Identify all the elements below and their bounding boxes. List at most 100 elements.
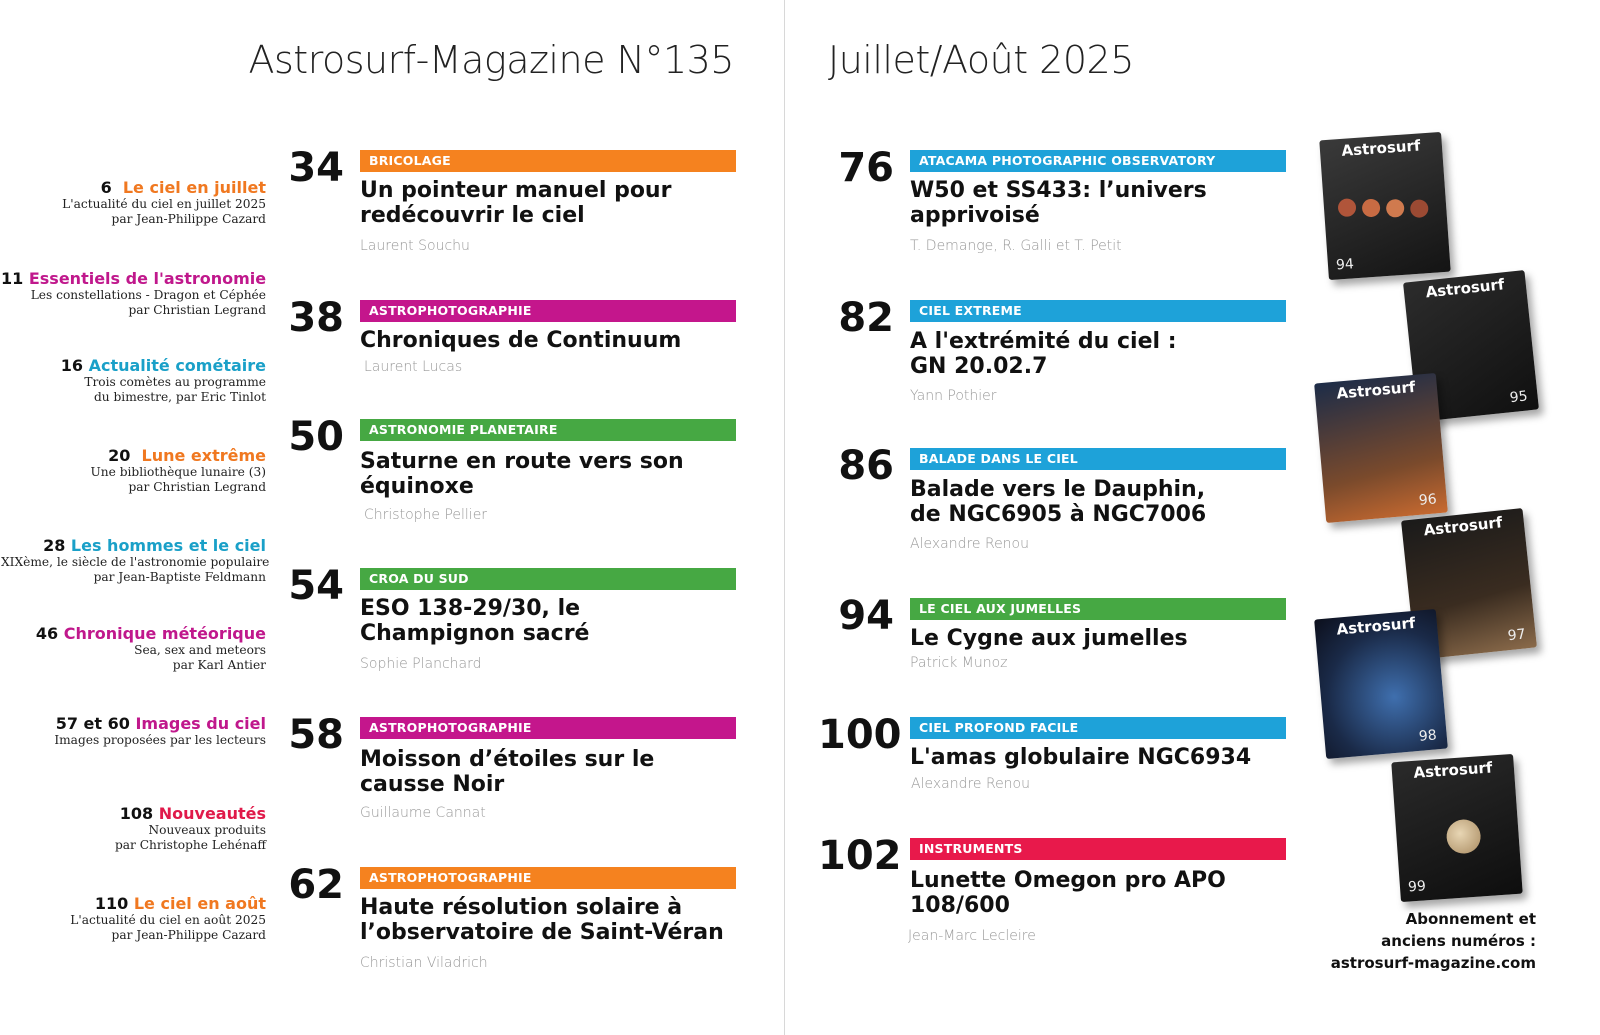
sidebar-title: Images du ciel (135, 714, 266, 733)
sidebar-byline: par Christian Legrand (128, 480, 266, 494)
article-title: W50 et SS433: l’univers apprivoisé (910, 178, 1207, 228)
article-category: ASTRONOMIE PLANETAIRE (360, 419, 736, 441)
article-author: Christian Viladrich (360, 955, 488, 971)
article-category: CIEL EXTREME (910, 300, 1286, 322)
cover-thumbnail[interactable]: Astrosurf 94 (1319, 131, 1451, 281)
article-title: Balade vers le Dauphin, de NGC6905 à NGC7… (910, 477, 1207, 527)
sidebar-description: Trois comètes au programme (84, 375, 266, 389)
sidebar-page-number: 46 (35, 624, 59, 643)
sidebar-item[interactable]: 57 et 60 Images du ciel Images proposées… (1, 714, 266, 748)
article-title: Un pointeur manuel pour redécouvrir le ci… (360, 178, 672, 228)
article-title: Haute résolution solaire à l’observatoire… (360, 895, 724, 945)
cover-thumbnail[interactable]: Astrosurf 99 (1391, 753, 1523, 903)
article-page-number: 34 (288, 145, 344, 191)
article-author: Sophie Planchard (360, 656, 482, 672)
cover-issue-number: 97 (1507, 626, 1527, 645)
article-author: Patrick Munoz (910, 655, 1008, 671)
article-page-number: 62 (288, 862, 344, 908)
article-author: T. Demange, R. Galli et T. Petit (910, 238, 1122, 254)
sidebar-description: XIXème, le siècle de l'astronomie popula… (1, 555, 270, 569)
sidebar-title: Le ciel en août (133, 894, 266, 913)
sidebar-byline: par Jean-Philippe Cazard (111, 928, 266, 942)
sidebar-byline: du bimestre, par Eric Tinlot (93, 390, 266, 404)
cover-issue-number: 98 (1418, 727, 1438, 745)
cover-thumbnail[interactable]: Astrosurf 96 (1314, 372, 1448, 524)
sidebar-description: Les constellations - Dragon et Céphée (30, 288, 266, 302)
sidebar-byline: par Jean-Philippe Cazard (111, 212, 266, 226)
article-page-number: 76 (838, 145, 894, 191)
sidebar-byline: par Christian Legrand (128, 303, 266, 317)
article-title: ESO 138-29/30, le Champignon sacré (360, 596, 590, 646)
article-title: L'amas globulaire NGC6934 (910, 745, 1252, 770)
cover-issue-number: 94 (1335, 256, 1355, 274)
magazine-title: Astrosurf-Magazine N°135 (248, 38, 735, 82)
article-category: LE CIEL AUX JUMELLES (910, 598, 1286, 620)
sidebar-page-number: 57 et 60 (55, 714, 130, 733)
article-category: ATACAMA PHOTOGRAPHIC OBSERVATORY (910, 150, 1286, 172)
subscription-note[interactable]: Abonnement et anciens numéros : astrosur… (1330, 910, 1536, 972)
sidebar-page-number: 6 (100, 178, 112, 197)
article-page-number: 38 (288, 295, 344, 341)
sidebar-title: Lune extrême (141, 446, 266, 465)
article-page-number: 50 (288, 414, 344, 460)
sidebar-page-number: 108 (119, 804, 154, 823)
cover-logo: Astrosurf (1424, 275, 1506, 302)
article-category: CIEL PROFOND FACILE (910, 717, 1286, 739)
sidebar-item[interactable]: 108 Nouveautés Nouveaux produits par Chr… (1, 804, 266, 853)
sidebar-title: Chronique météorique (63, 624, 266, 643)
sidebar-description: L'actualité du ciel en juillet 2025 (62, 197, 266, 211)
sidebar-item[interactable]: 28 Les hommes et le ciel XIXème, le sièc… (1, 536, 270, 585)
sidebar-item[interactable]: 46 Chronique météorique Sea, sex and met… (1, 624, 266, 673)
sidebar-description: Sea, sex and meteors (134, 643, 266, 657)
article-title: Moisson d’étoiles sur le causse Noir (360, 747, 655, 797)
article-author: Yann Pothier (910, 388, 997, 404)
article-author: Laurent Souchu (360, 238, 470, 254)
sidebar-title: Essentiels de l'astronomie (28, 269, 267, 288)
sidebar-page-number: 110 (94, 894, 129, 913)
page-divider (784, 0, 785, 1035)
article-page-number: 86 (838, 443, 894, 489)
sidebar-item[interactable]: 110 Le ciel en août L'actualité du ciel … (1, 894, 266, 943)
article-title: Saturne en route vers son équinoxe (360, 449, 684, 499)
sidebar-page-number: 11 (1, 269, 24, 288)
article-page-number: 54 (288, 563, 344, 609)
article-author: Guillaume Cannat (360, 805, 486, 821)
sidebar-item[interactable]: 16 Actualité cométaire Trois comètes au … (1, 356, 266, 405)
article-page-number: 100 (818, 712, 902, 758)
sidebar-byline: par Karl Antier (172, 658, 266, 672)
sidebar-page-number: 16 (60, 356, 83, 375)
article-category: CROA DU SUD (360, 568, 736, 590)
article-title: Chroniques de Continuum (360, 328, 682, 353)
sidebar-page-number: 20 (108, 446, 131, 465)
article-title: Lunette Omegon pro APO 108/600 (910, 868, 1226, 918)
article-title: A l'extrémité du ciel : GN 20.02.7 (910, 329, 1177, 379)
cover-thumbnail[interactable]: Astrosurf 98 (1314, 608, 1448, 760)
article-category: BRICOLAGE (360, 150, 736, 172)
article-author: Alexandre Renou (911, 776, 1030, 792)
sidebar-item[interactable]: 20 Lune extrême Une bibliothèque lunaire… (1, 446, 266, 495)
sidebar-byline: par Christophe Lehénaff (114, 838, 266, 852)
article-author: Jean-Marc Lecleire (908, 928, 1036, 944)
sidebar-description: Images proposées par les lecteurs (54, 733, 266, 747)
sidebar-title: Le ciel en juillet (122, 178, 266, 197)
cover-issue-number: 95 (1509, 388, 1529, 407)
sidebar-item[interactable]: 11 Essentiels de l'astronomie Les conste… (1, 269, 266, 318)
article-category: INSTRUMENTS (910, 838, 1286, 860)
sidebar-page-number: 28 (43, 536, 66, 555)
article-page-number: 102 (818, 833, 902, 879)
cover-logo: Astrosurf (1335, 613, 1417, 639)
article-author: Alexandre Renou (910, 536, 1029, 552)
issue-date: Juillet/Août 2025 (828, 38, 1134, 82)
cover-issue-number: 96 (1418, 491, 1438, 509)
sidebar-description: L'actualité du ciel en août 2025 (70, 913, 266, 927)
article-author: Christophe Pellier (364, 507, 488, 523)
article-category: ASTROPHOTOGRAPHIE (360, 717, 736, 739)
article-author: Laurent Lucas (364, 359, 463, 375)
sidebar-title: Les hommes et le ciel (70, 536, 266, 555)
article-title: Le Cygne aux jumelles (910, 626, 1188, 651)
sidebar-item[interactable]: 6 Le ciel en juillet L'actualité du ciel… (1, 178, 266, 227)
cover-logo: Astrosurf (1412, 758, 1493, 782)
cover-logo: Astrosurf (1422, 513, 1504, 540)
article-page-number: 82 (838, 295, 894, 341)
sidebar-title: Actualité cométaire (88, 356, 266, 375)
